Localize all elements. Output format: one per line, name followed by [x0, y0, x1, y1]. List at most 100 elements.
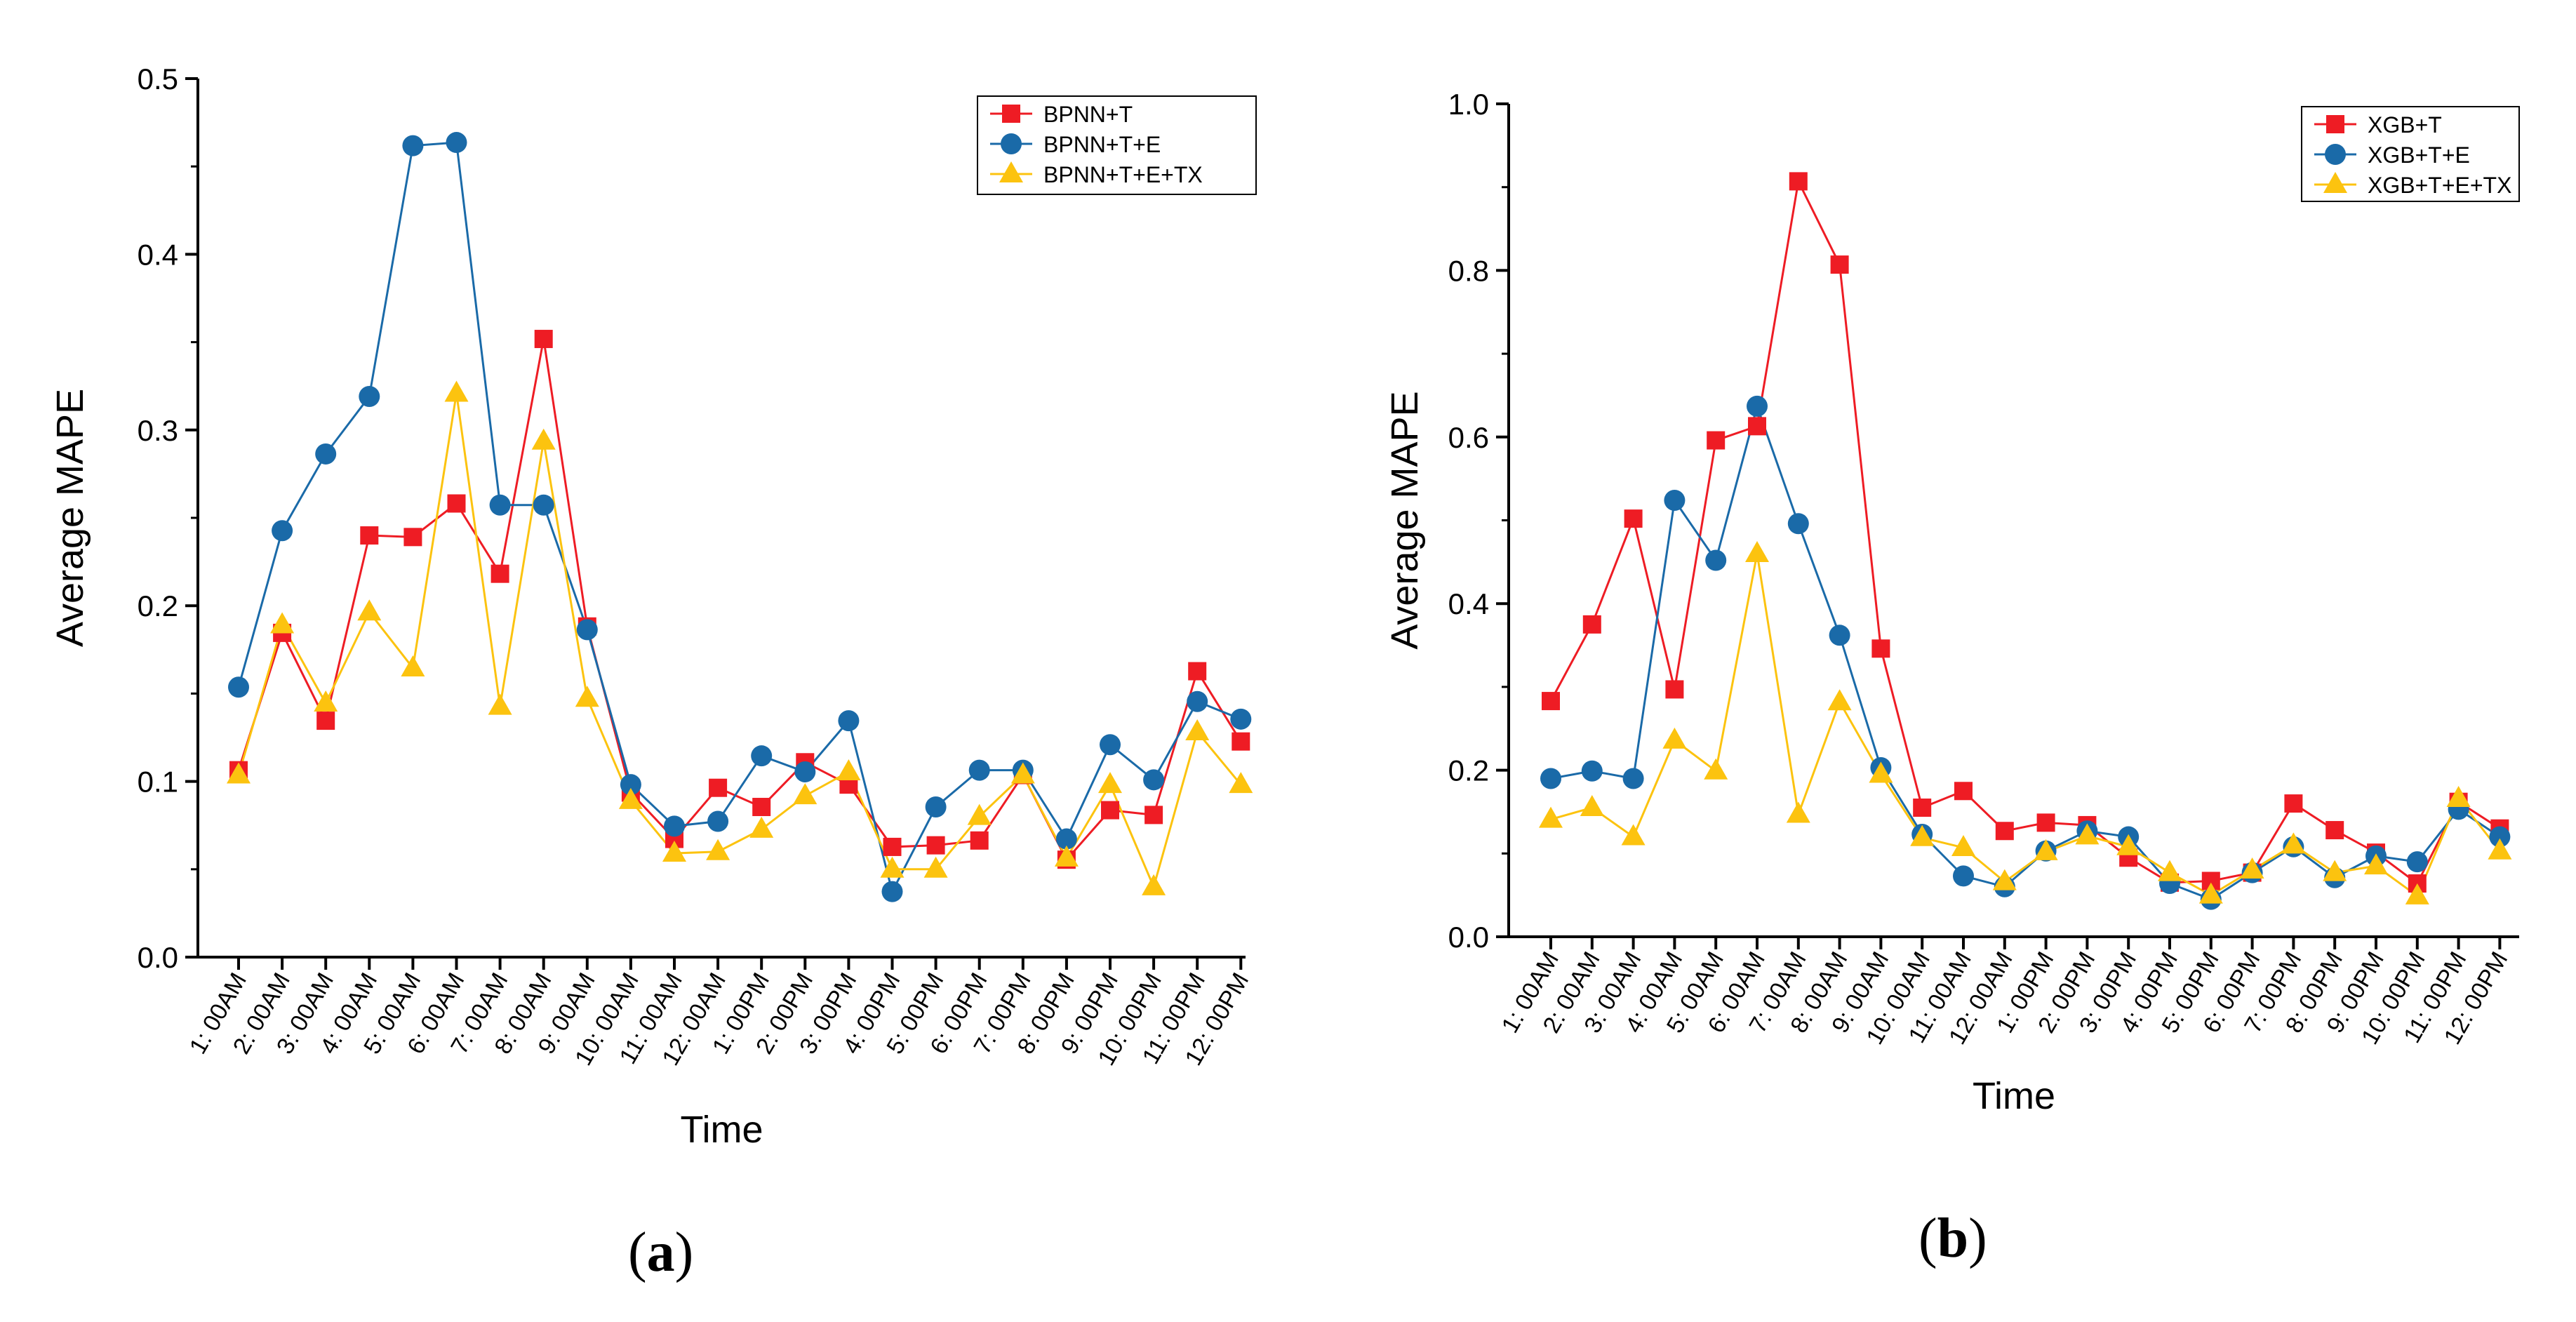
data-point: [315, 443, 337, 465]
data-point: [751, 745, 773, 767]
data-point: [1951, 834, 1975, 856]
legend-label: XGB+T: [2368, 112, 2442, 138]
legend-label: XGB+T+E+TX: [2368, 173, 2511, 198]
data-point: [1786, 801, 1810, 823]
data-point: [2405, 883, 2429, 904]
data-point: [1954, 782, 1973, 801]
y-tick-label: 0.5: [138, 62, 178, 95]
data-point: [534, 330, 553, 349]
data-point: [1580, 795, 1604, 817]
data-point: [836, 759, 861, 780]
y-tick-label: 0.4: [138, 238, 178, 271]
data-point: [926, 836, 945, 855]
data-point: [1144, 806, 1163, 824]
data-point: [402, 135, 424, 156]
data-point: [1869, 761, 1893, 783]
data-point: [1230, 708, 1252, 730]
series-line-2: [1550, 402, 2501, 901]
data-point: [446, 132, 467, 154]
data-point: [1143, 769, 1165, 791]
legend: BPNN+T BPNN+T+E BPNN+T+E+TX: [977, 95, 1257, 195]
series-line-1: [1549, 178, 2501, 886]
panel-label-a: (a): [628, 1222, 694, 1283]
data-point: [1871, 639, 1890, 658]
data-point: [270, 612, 295, 634]
data-point: [2323, 860, 2347, 881]
data-point: [1540, 768, 1561, 789]
data-point: [1830, 255, 1849, 274]
data-point: [360, 526, 379, 545]
y-tick-label: 0.4: [1448, 587, 1489, 620]
data-point: [1829, 625, 1850, 646]
data-point: [403, 528, 422, 547]
legend-marker: [1002, 105, 1020, 123]
data-point: [2489, 826, 2511, 848]
data-point: [1787, 513, 1809, 535]
data-point: [793, 783, 817, 805]
data-point: [883, 837, 902, 856]
series-line-3: [237, 393, 1242, 890]
data-point: [575, 686, 599, 707]
data-point: [1995, 822, 2014, 841]
data-point: [967, 803, 992, 825]
data-point: [1992, 869, 2017, 890]
data-point: [1705, 549, 1727, 571]
data-point: [1953, 865, 1974, 887]
data-point: [2488, 838, 2512, 860]
data-point: [2034, 839, 2058, 860]
data-point: [490, 564, 509, 583]
data-point: [752, 798, 771, 817]
data-point: [1581, 760, 1603, 782]
legend-label: XGB+T+E: [2368, 142, 2470, 168]
data-point: [2158, 860, 2182, 881]
data-point: [2284, 794, 2303, 813]
data-point: [1539, 806, 1563, 828]
data-point: [316, 712, 335, 730]
data-point: [923, 856, 948, 878]
panel-label-b: (b): [1918, 1208, 1987, 1269]
data-point: [2281, 832, 2306, 854]
data-point: [1665, 680, 1684, 699]
x-axis-title: Time: [1973, 1075, 2055, 1117]
data-point: [359, 385, 380, 407]
data-point: [1707, 431, 1726, 450]
legend-label: BPNN+T+E+TX: [1043, 162, 1203, 187]
data-point: [1187, 690, 1208, 712]
data-point: [488, 693, 512, 715]
data-point: [2036, 813, 2055, 832]
series-line-3: [1550, 553, 2501, 898]
data-point: [533, 494, 554, 516]
data-point: [1664, 490, 1686, 512]
legend-marker: [999, 161, 1023, 182]
data-point: [1101, 801, 1119, 820]
data-point: [357, 599, 382, 621]
data-point: [706, 839, 730, 860]
data-point: [489, 494, 511, 516]
data-point: [1662, 727, 1687, 749]
data-point: [925, 796, 947, 818]
data-point: [314, 690, 338, 712]
data-point: [1232, 732, 1250, 751]
y-tick-label: 0.1: [138, 766, 178, 799]
data-point: [1910, 824, 1935, 846]
data-point: [1913, 799, 1932, 817]
data-point: [1624, 509, 1643, 528]
data-point: [2075, 823, 2100, 845]
data-point: [1055, 828, 1077, 850]
data-point: [749, 816, 774, 838]
data-point: [794, 761, 816, 782]
data-point: [881, 881, 903, 902]
data-point: [2364, 853, 2388, 875]
data-point: [662, 841, 686, 862]
data-point: [1100, 734, 1121, 756]
y-tick-label: 1.0: [1448, 88, 1489, 121]
legend-box: [977, 95, 1257, 195]
data-point: [1229, 772, 1253, 794]
legend: XGB+T XGB+T+E XGB+T+E+TX: [2301, 106, 2520, 202]
y-tick-label: 0.0: [138, 941, 178, 974]
data-point: [1188, 662, 1207, 681]
data-point: [970, 831, 989, 850]
legend-marker: [2326, 115, 2344, 133]
